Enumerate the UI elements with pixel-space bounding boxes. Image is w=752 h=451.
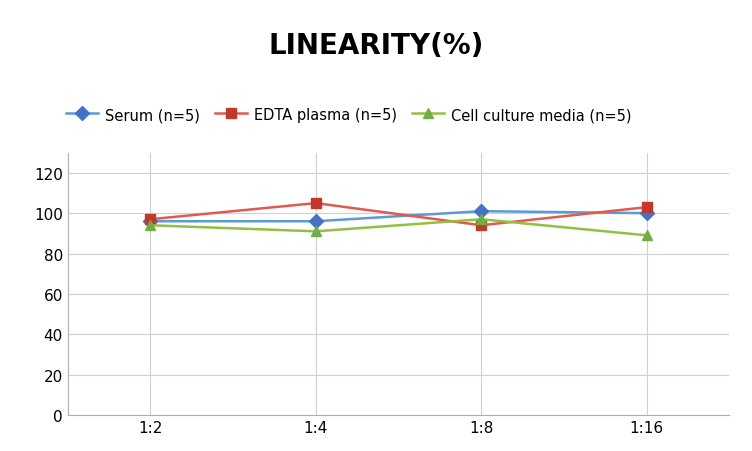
- Text: LINEARITY(%): LINEARITY(%): [268, 32, 484, 60]
- Cell culture media (n=5): [477, 217, 486, 222]
- EDTA plasma (n=5): [146, 217, 155, 222]
- Line: Serum (n=5): Serum (n=5): [146, 207, 651, 226]
- Serum (n=5): [477, 209, 486, 214]
- EDTA plasma (n=5): [477, 223, 486, 229]
- Serum (n=5): [311, 219, 320, 225]
- Serum (n=5): [146, 219, 155, 225]
- EDTA plasma (n=5): [642, 205, 651, 210]
- Serum (n=5): [642, 211, 651, 216]
- EDTA plasma (n=5): [311, 201, 320, 207]
- Legend: Serum (n=5), EDTA plasma (n=5), Cell culture media (n=5): Serum (n=5), EDTA plasma (n=5), Cell cul…: [60, 102, 637, 129]
- Cell culture media (n=5): [146, 223, 155, 229]
- Cell culture media (n=5): [642, 233, 651, 239]
- Line: EDTA plasma (n=5): EDTA plasma (n=5): [146, 199, 651, 230]
- Line: Cell culture media (n=5): Cell culture media (n=5): [146, 215, 651, 241]
- Cell culture media (n=5): [311, 229, 320, 235]
